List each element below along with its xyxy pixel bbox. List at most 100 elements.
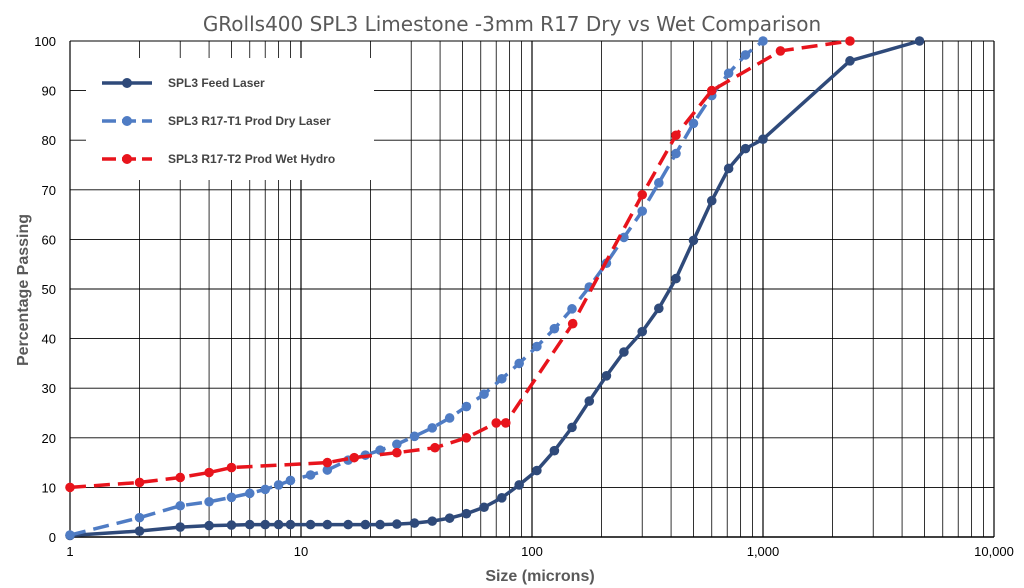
data-point bbox=[244, 519, 255, 530]
y-axis-title: Percentage Passing bbox=[15, 214, 32, 366]
y-tick-label: 50 bbox=[42, 282, 56, 297]
data-point bbox=[226, 492, 237, 503]
data-point bbox=[392, 519, 402, 529]
y-tick-label: 100 bbox=[34, 34, 56, 49]
data-point bbox=[444, 413, 455, 423]
data-point bbox=[375, 519, 385, 530]
data-point bbox=[549, 445, 560, 456]
data-point bbox=[549, 323, 560, 334]
data-point bbox=[654, 303, 664, 314]
data-point bbox=[706, 85, 717, 96]
data-point bbox=[758, 134, 768, 145]
data-point bbox=[479, 502, 489, 513]
data-point bbox=[461, 433, 472, 443]
y-tick-label: 0 bbox=[49, 530, 56, 545]
data-point bbox=[226, 520, 237, 530]
data-point bbox=[671, 130, 681, 141]
data-point bbox=[322, 457, 333, 468]
data-point bbox=[461, 508, 472, 519]
y-tick-label: 60 bbox=[42, 232, 56, 247]
data-point bbox=[775, 46, 786, 56]
data-point bbox=[637, 189, 648, 200]
data-point bbox=[134, 512, 145, 523]
data-point bbox=[845, 36, 855, 46]
data-point bbox=[175, 522, 186, 532]
x-tick-label: 1 bbox=[66, 544, 73, 559]
data-point bbox=[392, 447, 402, 458]
series-3 bbox=[65, 36, 855, 493]
data-point bbox=[514, 358, 524, 369]
data-point bbox=[914, 36, 925, 46]
legend-marker bbox=[122, 154, 132, 164]
data-point bbox=[567, 304, 577, 314]
data-point bbox=[461, 401, 472, 412]
x-tick-label: 10 bbox=[294, 544, 308, 559]
data-point bbox=[244, 488, 255, 499]
data-point bbox=[134, 526, 145, 536]
data-point bbox=[204, 520, 214, 531]
y-tick-label: 40 bbox=[42, 332, 56, 347]
data-point bbox=[343, 519, 353, 530]
legend-marker bbox=[122, 116, 132, 126]
data-point bbox=[427, 423, 438, 433]
data-point bbox=[496, 373, 507, 384]
data-point bbox=[430, 442, 440, 453]
data-point bbox=[65, 530, 75, 540]
data-point bbox=[392, 439, 402, 450]
data-point bbox=[134, 477, 145, 488]
x-tick-label: 1,000 bbox=[747, 544, 780, 559]
data-point bbox=[65, 482, 75, 493]
data-point bbox=[758, 36, 768, 46]
x-tick-label: 100 bbox=[521, 544, 543, 559]
legend-marker bbox=[122, 78, 132, 88]
data-point bbox=[671, 273, 681, 284]
data-point bbox=[567, 422, 577, 433]
data-point bbox=[688, 235, 699, 246]
data-point bbox=[567, 318, 578, 329]
series-group bbox=[65, 36, 925, 541]
y-tick-label: 80 bbox=[42, 133, 56, 148]
data-point bbox=[175, 472, 186, 483]
data-point bbox=[427, 516, 438, 526]
data-point bbox=[479, 389, 489, 399]
data-point bbox=[349, 452, 360, 463]
data-point bbox=[584, 396, 595, 406]
data-point bbox=[285, 519, 296, 530]
y-tick-label: 90 bbox=[42, 84, 56, 99]
data-point bbox=[305, 470, 316, 480]
data-point bbox=[409, 518, 420, 528]
legend-label: SPL3 Feed Laser bbox=[168, 76, 265, 90]
data-point bbox=[491, 418, 502, 428]
data-point bbox=[654, 178, 664, 188]
data-point bbox=[619, 347, 629, 357]
data-point bbox=[601, 371, 612, 381]
data-point bbox=[204, 467, 214, 478]
data-point bbox=[273, 519, 284, 530]
y-tick-label: 20 bbox=[42, 431, 56, 446]
data-point bbox=[444, 513, 455, 523]
data-point bbox=[532, 341, 542, 352]
data-point bbox=[226, 462, 237, 473]
data-point bbox=[740, 50, 751, 60]
data-point bbox=[260, 484, 271, 495]
data-point bbox=[204, 496, 214, 507]
x-axis-title: Size (microns) bbox=[485, 568, 594, 585]
series-1 bbox=[65, 36, 925, 541]
data-point bbox=[500, 418, 511, 428]
x-tick-label: 10,000 bbox=[974, 544, 1014, 559]
data-point bbox=[723, 68, 734, 79]
y-tick-label: 30 bbox=[42, 381, 56, 396]
data-point bbox=[740, 143, 751, 154]
data-point bbox=[706, 195, 717, 206]
y-tick-label: 10 bbox=[42, 480, 56, 495]
data-point bbox=[845, 56, 855, 66]
data-point bbox=[619, 232, 629, 243]
legend-label: SPL3 R17-T1 Prod Dry Laser bbox=[168, 114, 331, 128]
data-point bbox=[532, 465, 542, 476]
data-point bbox=[496, 493, 507, 503]
legend-label: SPL3 R17-T2 Prod Wet Hydro bbox=[168, 152, 335, 166]
data-point bbox=[305, 519, 316, 530]
